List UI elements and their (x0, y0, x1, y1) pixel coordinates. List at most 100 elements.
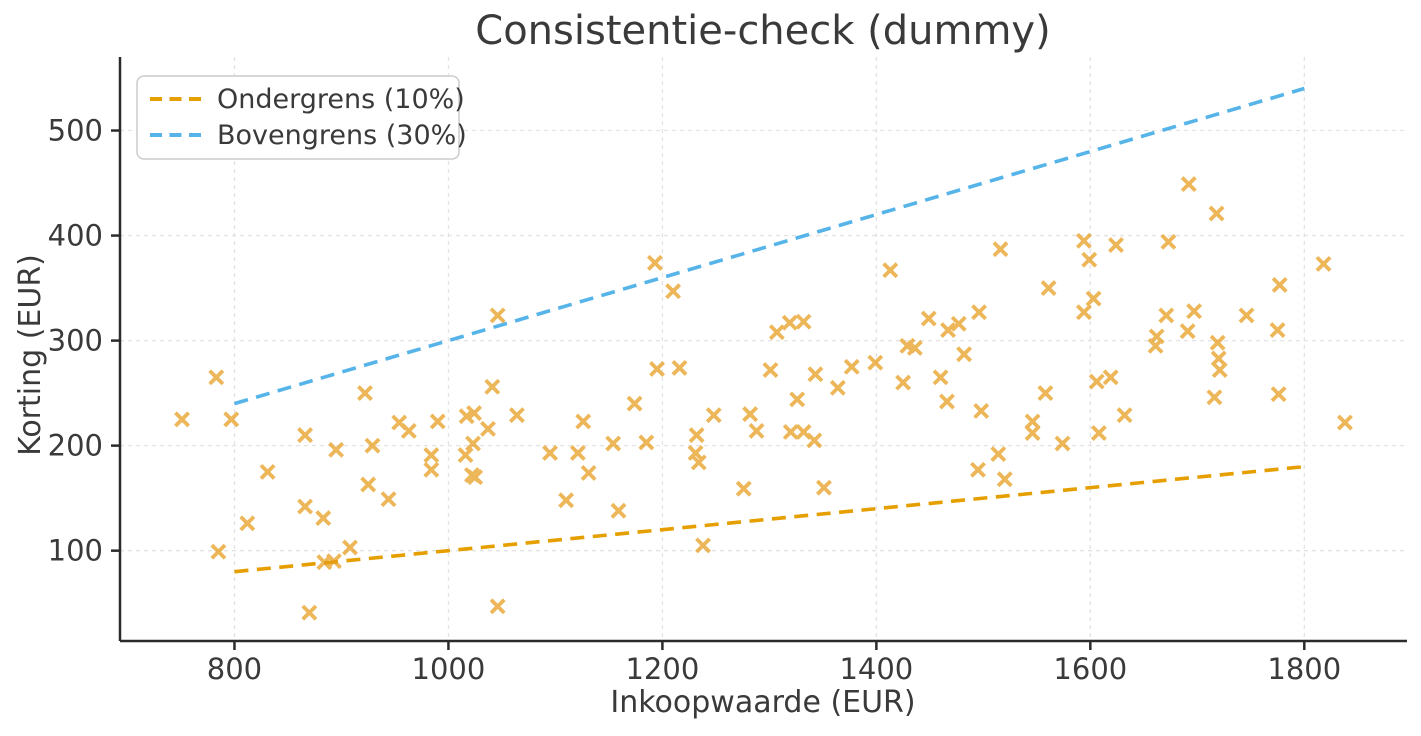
boundary-lines (233, 86, 1305, 574)
data-point-marker (829, 379, 846, 396)
data-point-marker (484, 378, 501, 395)
x-tick-label: 800 (207, 652, 262, 686)
data-point-marker (638, 434, 655, 451)
data-point-marker (580, 464, 597, 481)
data-point-marker (1160, 233, 1177, 250)
data-point-marker (950, 315, 967, 332)
data-point-marker (1024, 425, 1041, 441)
data-point-marker (671, 359, 688, 376)
x-tick-label: 1600 (1053, 652, 1127, 686)
data-point-marker (956, 346, 973, 363)
legend-label-ondergrens: Ondergrens (10%) (217, 84, 465, 115)
data-point-marker (605, 435, 622, 452)
data-point-marker (1081, 251, 1098, 268)
data-point-marker (1040, 280, 1057, 297)
data-point-marker (867, 354, 884, 371)
data-point-marker (489, 598, 506, 615)
data-point-marker (970, 461, 986, 478)
data-point-marker (940, 322, 956, 339)
data-point-marker (423, 461, 440, 478)
data-point-marker (768, 324, 785, 341)
data-point-marker (990, 446, 1007, 462)
data-point-marker (380, 491, 397, 508)
data-point-marker (575, 413, 592, 430)
data-point-marker (357, 385, 373, 402)
y-tick-label: 300 (48, 324, 103, 358)
axis-tick-labels: 800 1000 1200 1400 1600 1800 100 200 300 400 500 (48, 114, 1342, 686)
y-tick-label: 100 (48, 534, 103, 568)
data-point-marker (239, 515, 256, 532)
data-point-marker (1102, 369, 1119, 386)
data-point-marker (223, 411, 240, 428)
korting-punten (174, 176, 1353, 621)
data-point-marker (782, 424, 799, 440)
data-point-marker (297, 427, 314, 444)
x-tick-label: 1200 (625, 652, 699, 686)
bovengrens-30pct-line (233, 86, 1305, 406)
scatter-points (174, 176, 1353, 621)
data-point-marker (480, 420, 496, 437)
data-point-marker (1211, 362, 1228, 378)
data-point-marker (297, 498, 314, 515)
data-point-marker (971, 304, 988, 321)
data-point-marker (688, 427, 705, 444)
data-point-marker (326, 553, 342, 570)
data-point-marker (748, 422, 765, 439)
data-point-marker (569, 445, 586, 461)
legend-label-bovengrens: Bovengrens (30%) (217, 120, 467, 151)
data-point-marker (695, 537, 711, 554)
data-point-marker (762, 362, 779, 378)
data-point-marker (1179, 323, 1196, 340)
x-axis-label: Inkoopwaarde (EUR) (610, 685, 915, 720)
y-tick-label: 400 (48, 219, 103, 253)
data-point-marker (973, 403, 990, 419)
data-point-marker (920, 310, 937, 327)
data-point-marker (1075, 304, 1092, 321)
data-point-marker (1269, 322, 1286, 339)
data-point-marker (939, 393, 955, 410)
data-point-marker (1208, 205, 1225, 222)
data-point-marker (992, 241, 1009, 258)
data-point-marker (400, 422, 417, 439)
data-point-marker (705, 407, 722, 424)
data-point-marker (429, 413, 446, 430)
data-point-marker (301, 604, 318, 621)
legend: Ondergrens (10%) Bovengrens (30%) (136, 75, 467, 160)
y-tick-label: 200 (48, 429, 103, 463)
data-point-marker (781, 314, 798, 331)
data-point-marker (665, 283, 682, 300)
x-tick-label: 1000 (412, 652, 486, 686)
data-point-marker (649, 361, 665, 377)
chart-title: Consistentie-check (dummy) (475, 8, 1050, 54)
data-point-marker (1206, 389, 1223, 406)
data-point-marker (906, 340, 923, 356)
data-point-marker (610, 502, 627, 519)
y-tick-label: 500 (48, 114, 103, 148)
axes-spines (118, 57, 1407, 643)
data-point-marker (467, 469, 484, 486)
data-point-marker (1024, 413, 1041, 430)
data-point-marker (646, 254, 663, 271)
data-point-marker (364, 437, 381, 454)
ondergrens-10pct-line (234, 464, 1305, 574)
data-point-marker (1054, 435, 1071, 452)
data-point-marker (457, 447, 474, 464)
data-point-marker (489, 307, 506, 324)
axis-ticks (111, 129, 1306, 650)
data-point-marker (1075, 232, 1092, 249)
data-point-marker (742, 406, 759, 423)
data-point-marker (806, 432, 823, 449)
data-point-marker (423, 447, 440, 464)
data-point-marker (542, 445, 559, 461)
data-point-marker (465, 435, 481, 452)
data-point-marker (1108, 237, 1124, 253)
data-point-marker (1148, 328, 1165, 345)
data-point-marker (1238, 307, 1255, 324)
data-point-marker (315, 510, 332, 527)
data-point-marker (466, 405, 483, 422)
data-point-marker (895, 374, 912, 391)
data-point-marker (996, 471, 1013, 488)
data-point-marker (1209, 334, 1226, 351)
data-point-marker (735, 480, 752, 497)
data-point-marker (208, 369, 225, 386)
